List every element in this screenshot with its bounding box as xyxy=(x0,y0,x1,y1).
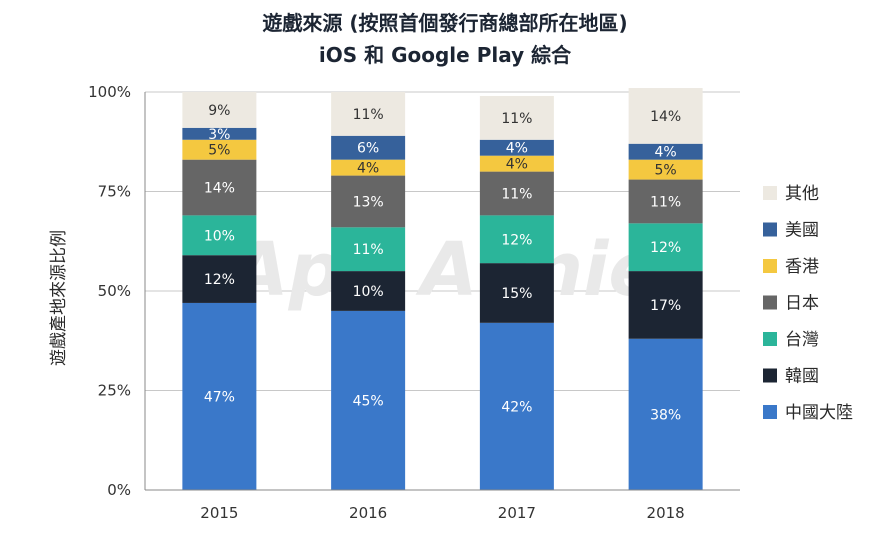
data-label: 11% xyxy=(353,107,384,123)
bar-segment xyxy=(331,135,406,160)
data-label: 4% xyxy=(506,141,528,157)
legend-swatch xyxy=(763,222,777,237)
data-label: 11% xyxy=(353,242,384,258)
legend-swatch xyxy=(763,405,777,419)
bar-segment xyxy=(331,92,406,136)
bar-segment xyxy=(182,215,257,256)
x-tick-label: 2017 xyxy=(498,504,536,522)
data-label: 15% xyxy=(501,286,532,302)
bar-segment xyxy=(331,271,406,311)
bars: 47%12%10%14%5%3%9%45%10%11%13%4%6%11%42%… xyxy=(182,88,703,490)
y-tick-label: 25% xyxy=(98,382,131,400)
data-label: 4% xyxy=(357,161,379,177)
data-label: 9% xyxy=(208,103,230,119)
data-label: 38% xyxy=(650,407,681,423)
legend-swatch xyxy=(763,332,777,346)
bar-segment xyxy=(479,263,554,323)
bar-segment xyxy=(628,223,703,272)
data-label: 11% xyxy=(501,186,532,202)
bar-segment xyxy=(628,159,703,180)
bar-segment xyxy=(479,155,554,172)
y-axis-label: 遊戲產地來源比例 xyxy=(49,230,69,366)
data-label: 6% xyxy=(357,141,379,157)
data-label: 13% xyxy=(353,194,384,210)
data-label: 12% xyxy=(501,232,532,248)
data-label: 14% xyxy=(204,181,235,197)
bar-segment xyxy=(331,175,406,228)
x-tick-label: 2018 xyxy=(647,504,685,522)
bar-segment xyxy=(331,159,406,176)
legend-label: 日本 xyxy=(785,294,819,314)
data-label: 17% xyxy=(650,298,681,314)
bar-segment xyxy=(182,255,257,303)
bar-segment xyxy=(182,127,257,140)
data-label: 45% xyxy=(353,393,384,409)
bar-segment xyxy=(628,143,703,160)
bar-segment xyxy=(331,227,406,272)
bar-segment xyxy=(182,159,257,216)
x-tick-label: 2015 xyxy=(200,504,238,522)
axes: 0% 25% 50% 75% 100% 2015 2016 2017 2018 xyxy=(88,83,740,522)
bar-segment xyxy=(182,302,257,490)
bar-segment xyxy=(628,271,703,339)
data-label: 11% xyxy=(501,111,532,127)
data-label: 47% xyxy=(204,389,235,405)
data-label: 10% xyxy=(353,284,384,300)
y-tick-label: 0% xyxy=(107,481,131,499)
legend-swatch xyxy=(763,295,777,310)
data-label: 4% xyxy=(655,145,677,161)
legend-label: 中國大陸 xyxy=(785,403,853,423)
data-label: 4% xyxy=(506,157,528,173)
x-tick-label: 2016 xyxy=(349,504,387,522)
legend-label: 香港 xyxy=(785,257,819,277)
bar-segment xyxy=(479,95,554,140)
data-label: 12% xyxy=(650,240,681,256)
legend-label: 韓國 xyxy=(785,367,819,387)
legend-label: 美國 xyxy=(785,221,819,241)
legend-swatch xyxy=(763,186,777,200)
data-label: 3% xyxy=(208,127,230,143)
data-label: 5% xyxy=(655,163,677,179)
legend-swatch xyxy=(763,368,777,383)
chart-subtitle: iOS 和 Google Play 綜合 xyxy=(319,43,572,67)
bar-segment xyxy=(628,88,703,144)
chart-title: 遊戲來源 (按照首個發行商總部所在地區) xyxy=(262,11,627,35)
bar-segment xyxy=(182,92,257,128)
bar-segment xyxy=(479,322,554,490)
data-label: 5% xyxy=(208,143,230,159)
bar-segment xyxy=(182,139,257,160)
watermark: App Annie xyxy=(226,227,658,313)
data-label: 11% xyxy=(650,194,681,210)
data-label: 12% xyxy=(204,272,235,288)
y-tick-label: 100% xyxy=(88,83,131,101)
y-tick-label: 50% xyxy=(98,282,131,300)
bar-segment xyxy=(479,139,554,156)
bar-segment xyxy=(628,179,703,224)
legend-label: 其他 xyxy=(785,184,819,204)
bar-segment xyxy=(628,338,703,490)
data-label: 10% xyxy=(204,228,235,244)
bar-segment xyxy=(479,215,554,264)
data-label: 14% xyxy=(650,109,681,125)
legend-swatch xyxy=(763,259,777,273)
legend-label: 台灣 xyxy=(785,330,819,350)
bar-segment xyxy=(331,310,406,490)
y-tick-label: 75% xyxy=(98,183,131,201)
data-label: 42% xyxy=(501,399,532,415)
bar-segment xyxy=(479,171,554,216)
